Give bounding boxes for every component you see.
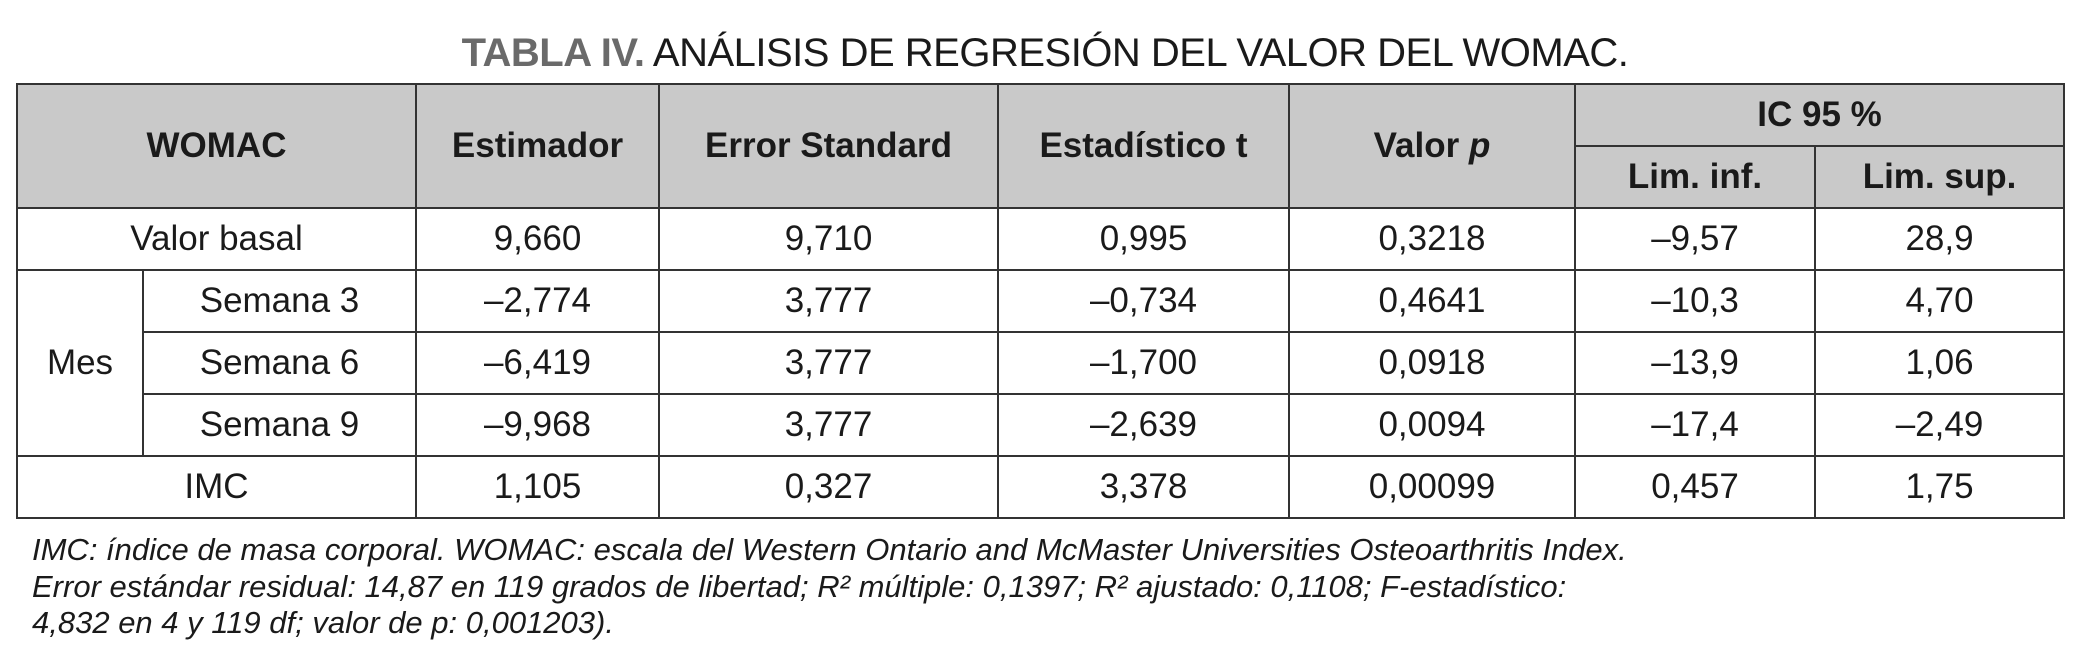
footnote: IMC: índice de masa corporal. WOMAC: esc… xyxy=(32,532,1627,642)
cell: 4,70 xyxy=(1814,269,2065,333)
cell: 0,995 xyxy=(997,207,1290,271)
cell: –9,57 xyxy=(1574,207,1816,271)
footnote-line: IMC: índice de masa corporal. WOMAC: esc… xyxy=(32,532,1627,567)
row-label: Semana 9 xyxy=(142,393,417,457)
header-valor-p: Valor p xyxy=(1288,83,1576,209)
header-womac: WOMAC xyxy=(16,83,417,209)
group-mes: Mes xyxy=(16,269,144,457)
cell: –1,700 xyxy=(997,331,1290,395)
table-row: IMC 1,105 0,327 3,378 0,00099 0,457 1,75 xyxy=(16,455,2065,519)
cell: –17,4 xyxy=(1574,393,1816,457)
header-lim-sup: Lim. sup. xyxy=(1814,145,2065,209)
cell: 28,9 xyxy=(1814,207,2065,271)
cell: 9,710 xyxy=(658,207,999,271)
cell: 3,777 xyxy=(658,393,999,457)
cell: –2,774 xyxy=(415,269,660,333)
cell: 0,0918 xyxy=(1288,331,1576,395)
cell: 0,327 xyxy=(658,455,999,519)
table-row: Valor basal 9,660 9,710 0,995 0,3218 –9,57 28… xyxy=(16,207,2065,271)
cell: 3,777 xyxy=(658,331,999,395)
cell: 0,4641 xyxy=(1288,269,1576,333)
row-label: Valor basal xyxy=(16,207,417,271)
cell: 9,660 xyxy=(415,207,660,271)
table-row: Semana 6 –6,419 3,777 –1,700 0,0918 –13,9 1,0… xyxy=(17,331,2065,395)
table-title: TABLA IV. ANÁLISIS DE REGRESIÓN DEL VALO… xyxy=(0,30,2090,76)
cell: 3,378 xyxy=(997,455,1290,519)
header-error-standard: Error Standard xyxy=(658,83,999,209)
cell: –13,9 xyxy=(1574,331,1816,395)
cell: –10,3 xyxy=(1574,269,1816,333)
cell: –9,968 xyxy=(415,393,660,457)
cell: 0,00099 xyxy=(1288,455,1576,519)
cell: 1,06 xyxy=(1814,331,2065,395)
footnote-line: 4,832 en 4 y 119 df; valor de p: 0,00120… xyxy=(32,605,614,640)
cell: –2,49 xyxy=(1814,393,2065,457)
table-row: Mes Semana 3 –2,774 3,777 –0,734 0,4641 –10,… xyxy=(16,269,2065,457)
table-row: Semana 9 –9,968 3,777 –2,639 0,0094 –17,4 –2,… xyxy=(17,393,2065,457)
header-valor-p-text: Valor xyxy=(1373,126,1469,165)
header-estadistico-t: Estadístico t xyxy=(997,83,1290,209)
cell: –2,639 xyxy=(997,393,1290,457)
table-label: TABLA IV. xyxy=(461,31,645,75)
row-label: Semana 6 xyxy=(142,331,417,395)
cell: 0,457 xyxy=(1574,455,1816,519)
cell: –6,419 xyxy=(415,331,660,395)
row-label: IMC xyxy=(16,455,417,519)
header-estimador: Estimador xyxy=(415,83,660,209)
cell: 0,0094 xyxy=(1288,393,1576,457)
header-lim-inf: Lim. inf. xyxy=(1574,145,1816,209)
cell: –0,734 xyxy=(997,269,1290,333)
cell: 1,105 xyxy=(415,455,660,519)
cell: 1,75 xyxy=(1814,455,2065,519)
table-caption: ANÁLISIS DE REGRESIÓN DEL VALOR DEL WOMA… xyxy=(652,31,1629,75)
cell: 0,3218 xyxy=(1288,207,1576,271)
regression-table: WOMAC Estimador Error Standard Estadísti… xyxy=(16,83,2065,519)
header-p-italic: p xyxy=(1468,126,1491,165)
header-ic95: IC 95 % xyxy=(1574,83,2065,147)
cell: 3,777 xyxy=(658,269,999,333)
row-label: Semana 3 xyxy=(142,269,417,333)
footnote-line: Error estándar residual: 14,87 en 119 gr… xyxy=(32,568,1567,604)
